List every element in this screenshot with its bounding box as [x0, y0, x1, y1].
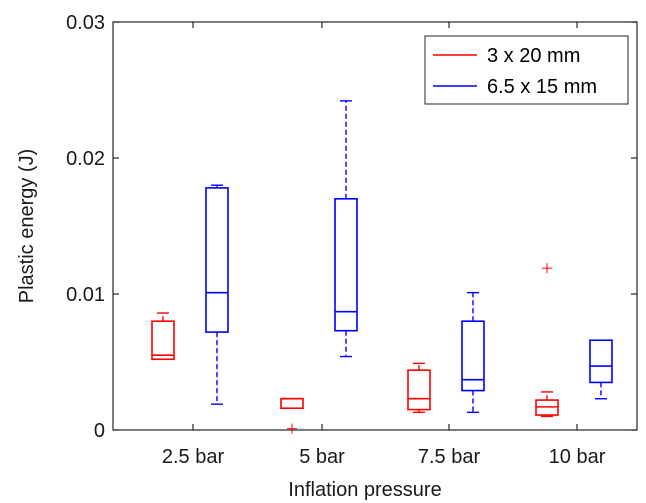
legend: 3 x 20 mm 6.5 x 15 mm	[424, 35, 629, 105]
box-body	[461, 320, 485, 392]
box-2-1	[205, 184, 229, 405]
box-2-3	[461, 291, 485, 414]
outlier-marker	[287, 423, 297, 434]
y-tick-label: 0.02	[66, 148, 105, 170]
box-1-3	[407, 362, 431, 414]
series-1	[151, 263, 559, 434]
box-1-1	[151, 312, 175, 361]
x-tick-label: 5 bar	[299, 446, 345, 468]
legend-label-series-2: 6.5 x 15 mm	[487, 76, 597, 98]
legend-box	[424, 35, 629, 105]
y-tick-label: 0.03	[66, 12, 105, 34]
x-tick-label: 7.5 bar	[418, 446, 481, 468]
box-2-4	[589, 339, 613, 400]
box-1-2	[280, 397, 304, 434]
box-1-4	[535, 263, 559, 418]
series-2	[205, 100, 613, 414]
box-body	[334, 198, 358, 332]
axes-layer	[112, 21, 638, 431]
y-tick-label: 0	[94, 420, 105, 442]
outlier-marker	[542, 263, 552, 274]
boxes-layer	[151, 100, 613, 434]
box-body	[151, 320, 175, 361]
axes-frame	[112, 21, 638, 431]
legend-label-series-1: 3 x 20 mm	[487, 45, 580, 67]
box-2-2	[334, 100, 358, 358]
box-body	[589, 339, 613, 384]
x-axis-label: Inflation pressure	[288, 479, 441, 501]
ticks-layer: 0 0.01 0.02 0.03 2.5 bar 5 bar 7.5 bar 10 bar	[66, 12, 637, 468]
box-body	[205, 187, 229, 333]
x-tick-label: 2.5 bar	[162, 446, 225, 468]
y-axis-label: Plastic energy (J)	[16, 149, 38, 304]
box-body	[280, 397, 304, 410]
x-tick-label: 10 bar	[549, 446, 606, 468]
y-tick-label: 0.01	[66, 284, 105, 306]
box-body	[407, 369, 431, 411]
